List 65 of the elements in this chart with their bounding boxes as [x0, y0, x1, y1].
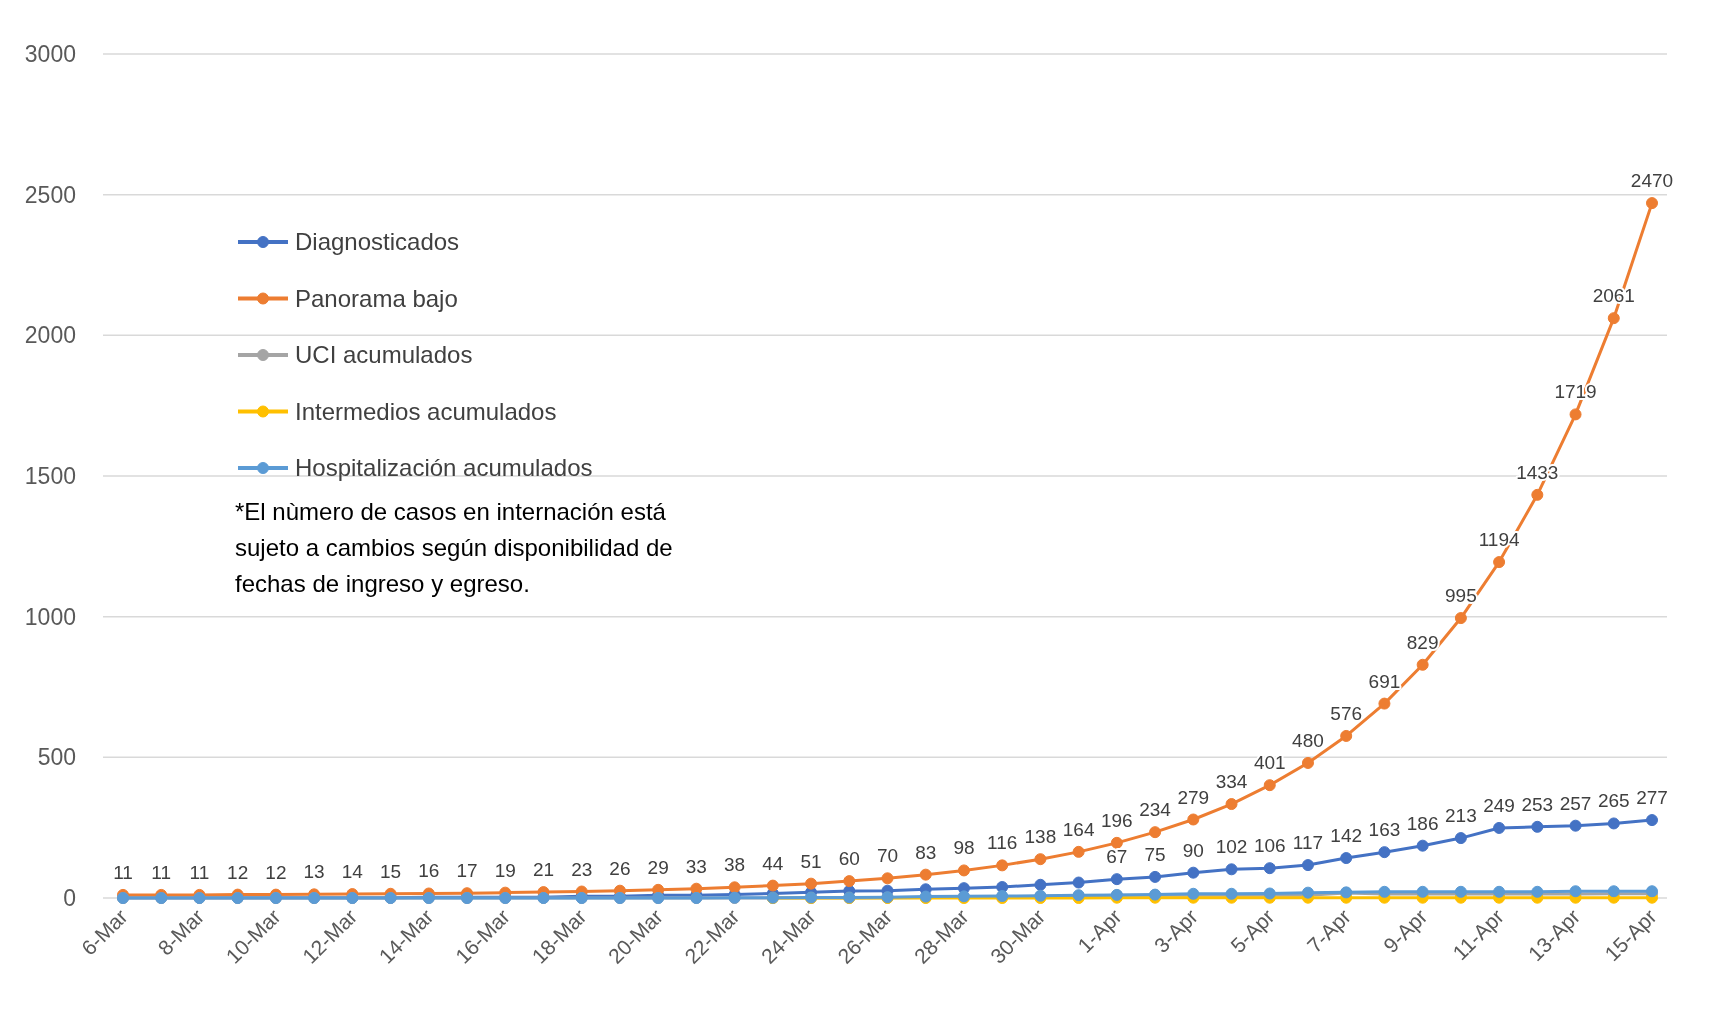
data-label: 17 — [456, 860, 478, 882]
data-label: 253 — [1521, 793, 1554, 815]
data-label: 60 — [838, 848, 860, 870]
data-label: 279 — [1177, 786, 1210, 808]
data-label: 196 — [1101, 809, 1133, 831]
y-tick-label: 0 — [63, 885, 76, 911]
data-label: 829 — [1406, 631, 1439, 653]
data-label: 38 — [724, 854, 746, 876]
y-tick-label: 2500 — [24, 181, 76, 208]
data-label: 277 — [1636, 787, 1668, 809]
y-tick-label: 2000 — [24, 322, 76, 349]
data-label: 163 — [1368, 819, 1401, 841]
legend-label: Panorama bajo — [295, 284, 458, 312]
legend-label: Hospitalización acumulados — [295, 454, 593, 481]
data-label: 12 — [227, 861, 249, 883]
data-label: 90 — [1182, 839, 1204, 861]
data-label: 15 — [380, 860, 402, 882]
data-label: 2470 — [1630, 170, 1674, 192]
legend-label: Intermedios acumulados — [295, 397, 557, 425]
data-label: 576 — [1330, 702, 1363, 724]
data-label: 480 — [1292, 729, 1324, 751]
data-label: 75 — [1144, 843, 1166, 865]
data-label: 67 — [1106, 846, 1128, 868]
data-label: 33 — [685, 855, 707, 877]
legend-label: Diagnosticados — [295, 228, 460, 255]
data-label: 12 — [265, 861, 287, 883]
y-tick-label: 1500 — [24, 463, 76, 489]
y-tick-label: 1000 — [24, 603, 76, 630]
data-label: 334 — [1215, 771, 1248, 793]
data-label: 11 — [151, 861, 172, 883]
y-tick-label: 3000 — [24, 41, 76, 67]
data-label: 98 — [953, 837, 975, 859]
data-label: 11 — [189, 861, 210, 883]
data-label: 21 — [532, 859, 555, 881]
data-label: 138 — [1024, 826, 1057, 848]
data-label: 164 — [1062, 818, 1095, 840]
data-label: 401 — [1253, 752, 1286, 774]
data-label: 51 — [800, 850, 822, 872]
data-label: 13 — [303, 861, 325, 883]
data-label: 44 — [762, 852, 784, 874]
data-label: 116 — [987, 832, 1018, 854]
data-label: 142 — [1330, 825, 1363, 847]
data-label: 257 — [1559, 792, 1592, 814]
annotation: *El nùmero de casos en internación está sujeto a cambios según disponibilidad de fechas de ingreso y egreso. — [235, 498, 673, 597]
data-label: 213 — [1445, 805, 1477, 827]
data-label: 70 — [876, 845, 899, 867]
data-label: 249 — [1483, 794, 1515, 816]
data-label: 691 — [1368, 670, 1401, 692]
data-label: 106 — [1253, 835, 1286, 857]
data-label: 29 — [647, 856, 669, 878]
data-label: 186 — [1406, 812, 1439, 834]
data-label: 11 — [113, 861, 133, 883]
data-label: 102 — [1215, 836, 1248, 858]
data-label: 23 — [571, 858, 593, 880]
data-label: 26 — [609, 857, 631, 879]
data-label: 14 — [341, 861, 364, 883]
legend-label: UCI acumulados — [295, 341, 473, 368]
data-label: 83 — [915, 841, 937, 863]
data-label: 19 — [494, 859, 516, 881]
y-tick-label: 500 — [37, 744, 76, 771]
data-label: 117 — [1292, 832, 1324, 854]
data-label: 16 — [418, 860, 440, 882]
data-label: 265 — [1597, 790, 1630, 812]
data-label: 995 — [1445, 585, 1477, 607]
data-label: 234 — [1139, 799, 1172, 821]
